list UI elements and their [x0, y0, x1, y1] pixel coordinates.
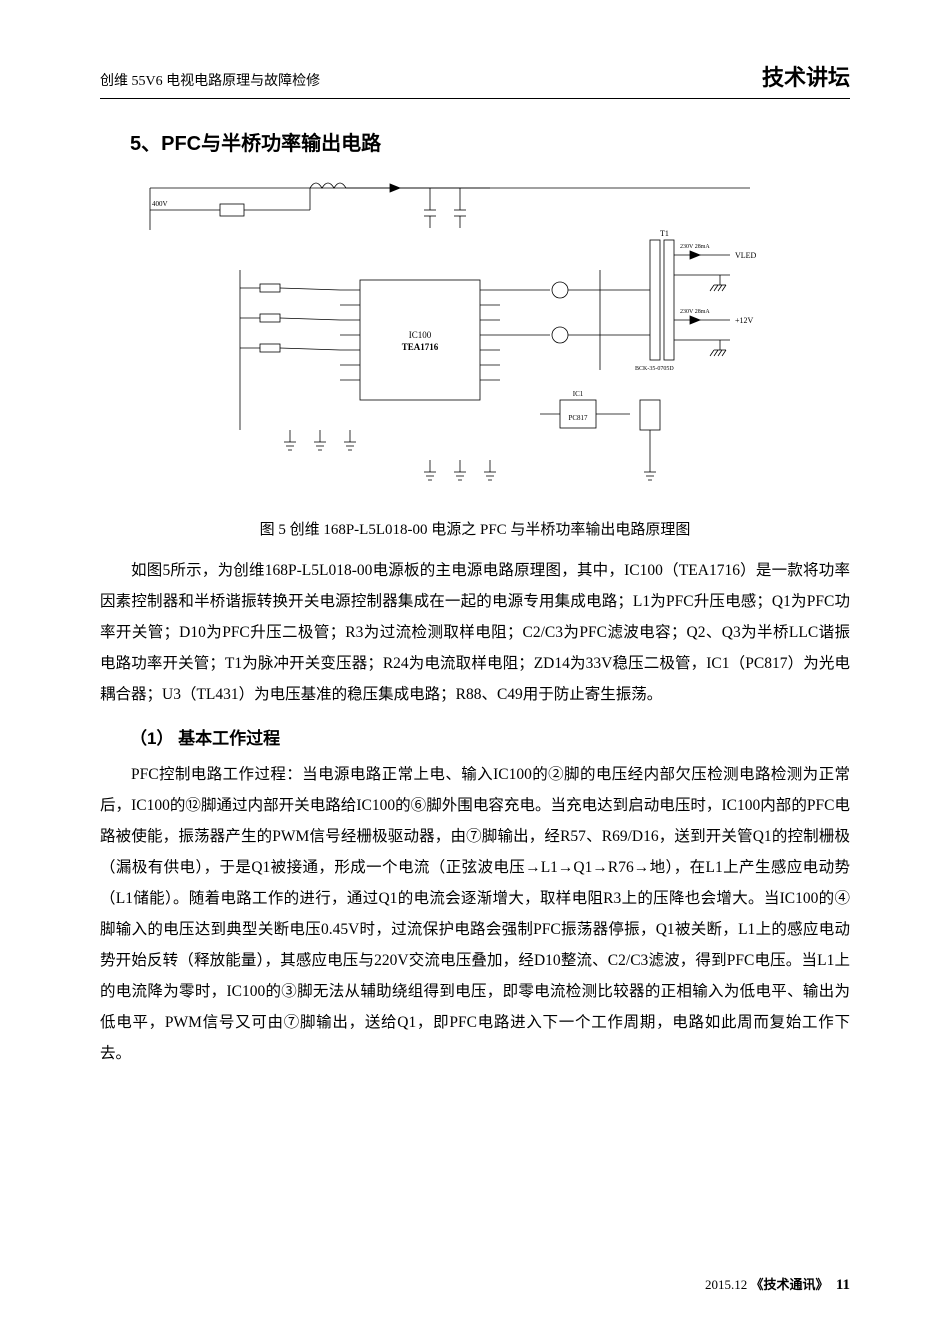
- ic-part: TEA1716: [402, 342, 439, 352]
- page-footer: 2015.12 《技术通讯》 11: [705, 1274, 850, 1294]
- out-vled-v: 230V 28mA: [680, 244, 710, 250]
- opto-part: PC817: [568, 414, 588, 422]
- t1-label: T1: [660, 229, 669, 238]
- ic-label: IC100: [409, 330, 432, 340]
- out-vled: VLED: [735, 251, 757, 260]
- paragraph-2: PFC控制电路工作过程：当电源电路正常上电、输入IC100的②脚的电压经内部欠压…: [100, 759, 850, 1069]
- footer-page-number: 11: [836, 1277, 850, 1293]
- out-12v-v: 230V 28mA: [680, 309, 710, 315]
- page-header: 创维 55V6 电视电路原理与故障检修 技术讲坛: [100, 60, 850, 99]
- circuit-schematic-figure: IC100 TEA1716 IC1 PC817 T1 BCK-35-0705D …: [130, 170, 770, 510]
- figure-caption: 图 5 创维 168P-L5L018-00 电源之 PFC 与半桥功率输出电路原…: [100, 518, 850, 539]
- t1-part: BCK-35-0705D: [635, 366, 674, 372]
- header-right-text: 技术讲坛: [762, 60, 850, 92]
- paragraph-1: 如图5所示，为创维168P-L5L018-00电源板的主电源电路原理图，其中，I…: [100, 555, 850, 710]
- footer-journal: 《技术通讯》: [751, 1277, 829, 1292]
- opto-label: IC1: [573, 390, 584, 398]
- subsection-title: （1） 基本工作过程: [130, 724, 850, 749]
- footer-date: 2015.12: [705, 1277, 747, 1292]
- schematic-svg: IC100 TEA1716 IC1 PC817 T1 BCK-35-0705D …: [130, 170, 770, 510]
- net-400v: 400V: [152, 200, 168, 208]
- header-left-text: 创维 55V6 电视电路原理与故障检修: [100, 70, 320, 90]
- out-12v: +12V: [735, 316, 754, 325]
- section-title: 5、PFC与半桥功率输出电路: [130, 127, 850, 156]
